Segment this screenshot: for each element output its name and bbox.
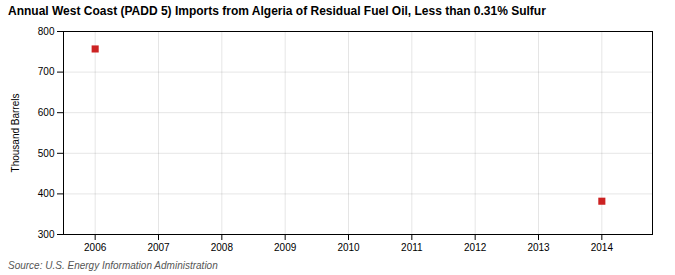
svg-text:2012: 2012 bbox=[464, 242, 487, 253]
svg-text:Thousand Barrels: Thousand Barrels bbox=[10, 94, 21, 173]
svg-text:2009: 2009 bbox=[274, 242, 297, 253]
svg-text:2006: 2006 bbox=[84, 242, 107, 253]
svg-text:400: 400 bbox=[38, 188, 55, 199]
html-text:Source: U.S. Energy Informatio: Source: U.S. Energy Information Administ… bbox=[8, 260, 218, 271]
svg-text:800: 800 bbox=[38, 26, 55, 37]
svg-text:2011: 2011 bbox=[401, 242, 423, 253]
svg-text:300: 300 bbox=[38, 229, 55, 240]
svg-text:2010: 2010 bbox=[337, 242, 360, 253]
svg-text:2007: 2007 bbox=[147, 242, 170, 253]
svg-text:600: 600 bbox=[38, 107, 55, 118]
svg-text:2014: 2014 bbox=[591, 242, 614, 253]
svg-text:2013: 2013 bbox=[527, 242, 550, 253]
svg-text:500: 500 bbox=[38, 148, 55, 159]
html-text:Annual West Coast (PADD 5) Imp: Annual West Coast (PADD 5) Imports from … bbox=[8, 4, 546, 18]
svg-text:700: 700 bbox=[38, 66, 55, 77]
svg-text:2008: 2008 bbox=[211, 242, 234, 253]
